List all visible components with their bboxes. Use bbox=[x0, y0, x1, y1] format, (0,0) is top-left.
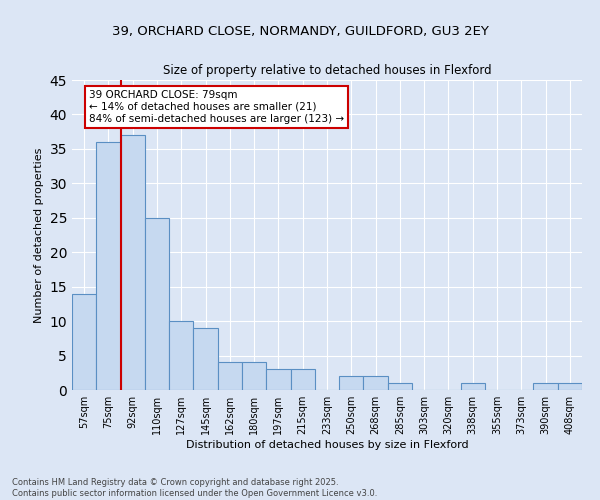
Bar bbox=[218, 362, 242, 390]
Text: Contains HM Land Registry data © Crown copyright and database right 2025.
Contai: Contains HM Land Registry data © Crown c… bbox=[12, 478, 377, 498]
Text: 39 ORCHARD CLOSE: 79sqm
← 14% of detached houses are smaller (21)
84% of semi-de: 39 ORCHARD CLOSE: 79sqm ← 14% of detache… bbox=[89, 90, 344, 124]
X-axis label: Distribution of detached houses by size in Flexford: Distribution of detached houses by size … bbox=[185, 440, 469, 450]
Y-axis label: Number of detached properties: Number of detached properties bbox=[34, 148, 44, 322]
Bar bbox=[558, 383, 582, 390]
Title: Size of property relative to detached houses in Flexford: Size of property relative to detached ho… bbox=[163, 64, 491, 78]
Bar bbox=[266, 370, 290, 390]
Bar bbox=[461, 383, 485, 390]
Bar bbox=[339, 376, 364, 390]
Bar bbox=[388, 383, 412, 390]
Text: 39, ORCHARD CLOSE, NORMANDY, GUILDFORD, GU3 2EY: 39, ORCHARD CLOSE, NORMANDY, GUILDFORD, … bbox=[112, 25, 488, 38]
Bar bbox=[169, 321, 193, 390]
Bar bbox=[290, 370, 315, 390]
Bar bbox=[96, 142, 121, 390]
Bar bbox=[533, 383, 558, 390]
Bar bbox=[145, 218, 169, 390]
Bar bbox=[121, 135, 145, 390]
Bar bbox=[72, 294, 96, 390]
Bar bbox=[242, 362, 266, 390]
Bar bbox=[364, 376, 388, 390]
Bar bbox=[193, 328, 218, 390]
